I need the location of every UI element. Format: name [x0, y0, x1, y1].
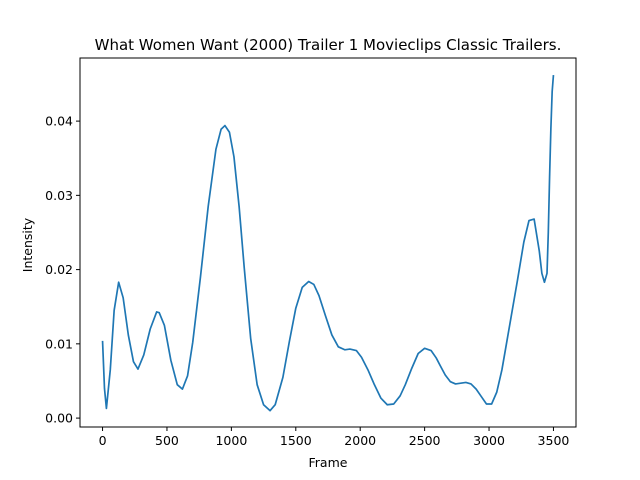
x-tick-label: 1500 — [280, 433, 312, 448]
x-tick-label: 2000 — [344, 433, 376, 448]
y-tick-label: 0.03 — [45, 188, 73, 203]
x-tick-label: 3000 — [473, 433, 505, 448]
chart-title: What Women Want (2000) Trailer 1 Moviecl… — [95, 36, 562, 54]
y-tick-label: 0.00 — [45, 411, 73, 426]
x-tick-label: 3500 — [538, 433, 570, 448]
y-tick-label: 0.02 — [45, 262, 73, 277]
x-axis: 0 500 1000 1500 2000 2500 3000 3500 — [99, 427, 570, 448]
x-tick-label: 500 — [155, 433, 179, 448]
plot-area — [101, 75, 555, 412]
series-line-0 — [101, 75, 555, 412]
x-tick-label: 1000 — [215, 433, 247, 448]
y-tick-label: 0.04 — [45, 114, 73, 129]
x-axis-label: Frame — [309, 455, 348, 470]
y-axis-label: Intensity — [20, 217, 35, 272]
x-tick-label: 0 — [99, 433, 107, 448]
x-tick-label: 2500 — [409, 433, 441, 448]
plot-frame — [79, 57, 577, 428]
y-axis: 0.00 0.01 0.02 0.03 0.04 — [45, 114, 80, 426]
y-tick-label: 0.01 — [45, 336, 73, 351]
